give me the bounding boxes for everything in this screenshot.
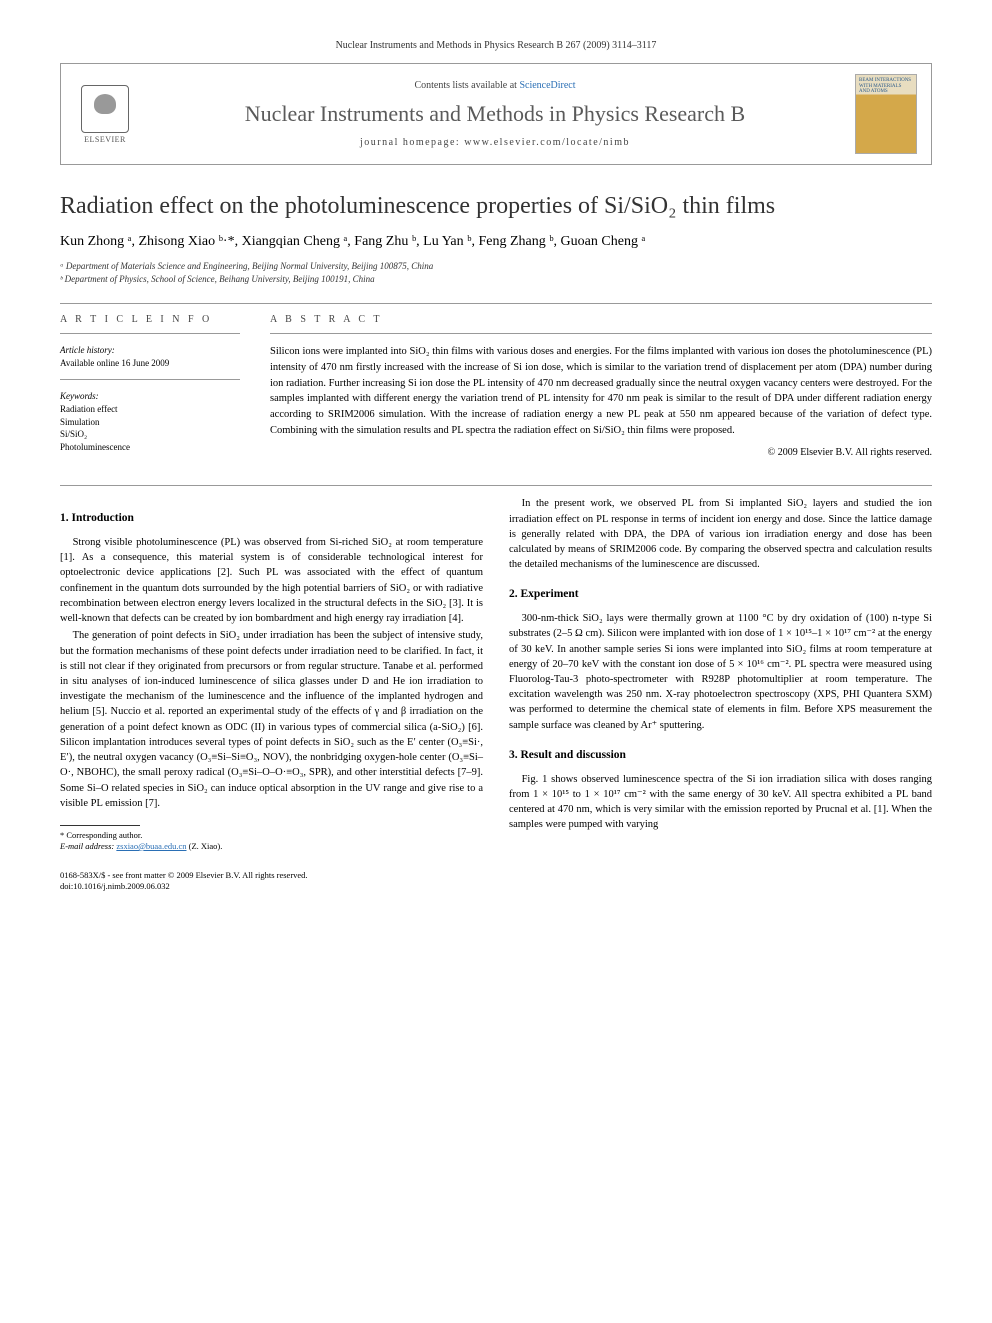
contents-available-line: Contents lists available at ScienceDirec…	[149, 80, 841, 91]
abstract-divider	[270, 333, 932, 334]
running-header: Nuclear Instruments and Methods in Physi…	[60, 40, 932, 51]
footnote-email-label: E-mail address:	[60, 841, 114, 851]
section-2-para-1: 300-nm-thick SiO₂ lays were thermally gr…	[509, 611, 932, 733]
contents-prefix: Contents lists available at	[414, 80, 519, 91]
publisher-logo: ELSEVIER	[75, 79, 135, 149]
affiliation-b: ᵇ Department of Physics, School of Scien…	[60, 273, 932, 286]
footer-issn: 0168-583X/$ - see front matter © 2009 El…	[60, 870, 483, 881]
article-body: 1. Introduction Strong visible photolumi…	[60, 496, 932, 892]
section-3-para-1: Fig. 1 shows observed luminescence spect…	[509, 772, 932, 833]
history-label: Article history:	[60, 344, 240, 357]
keyword-4: Photoluminescence	[60, 441, 240, 454]
journal-cover-thumbnail: BEAM INTERACTIONS WITH MATERIALS AND ATO…	[855, 74, 917, 154]
abstract-column: A B S T R A C T Silicon ions were implan…	[270, 314, 932, 463]
copyright-line: © 2009 Elsevier B.V. All rights reserved…	[270, 447, 932, 458]
article-title: Radiation effect on the photoluminescenc…	[60, 193, 932, 220]
keywords-label: Keywords:	[60, 390, 240, 403]
section-1-para-1: Strong visible photoluminescence (PL) wa…	[60, 535, 483, 626]
footer-issn-line: 0168-583X/$ - see front matter © 2009 El…	[60, 870, 483, 892]
article-info-column: A R T I C L E I N F O Article history: A…	[60, 314, 240, 463]
keyword-2: Simulation	[60, 416, 240, 429]
section-3-heading: 3. Result and discussion	[509, 747, 932, 764]
divider-bottom	[60, 485, 932, 486]
keyword-3: Si/SiO₂	[60, 428, 240, 441]
elsevier-tree-icon	[81, 85, 129, 133]
section-1-para-3: In the present work, we observed PL from…	[509, 496, 932, 572]
sciencedirect-link[interactable]: ScienceDirect	[519, 80, 575, 91]
info-divider-2	[60, 379, 240, 380]
keyword-1: Radiation effect	[60, 403, 240, 416]
section-1-para-2: The generation of point defects in SiO₂ …	[60, 628, 483, 811]
journal-header-box: ELSEVIER Contents lists available at Sci…	[60, 63, 932, 165]
affiliations: ᵃ Department of Materials Science and En…	[60, 260, 932, 285]
footnote-marker: * Corresponding author.	[60, 830, 483, 841]
affiliation-a: ᵃ Department of Materials Science and En…	[60, 260, 932, 273]
abstract-label: A B S T R A C T	[270, 314, 932, 325]
section-2-heading: 2. Experiment	[509, 586, 932, 603]
article-info-label: A R T I C L E I N F O	[60, 314, 240, 325]
abstract-text: Silicon ions were implanted into SiO₂ th…	[270, 344, 932, 439]
publisher-name: ELSEVIER	[84, 135, 126, 144]
info-divider-1	[60, 333, 240, 334]
author-list: Kun Zhong ᵃ, Zhisong Xiao ᵇ·*, Xiangqian…	[60, 234, 932, 250]
journal-title: Nuclear Instruments and Methods in Physi…	[149, 101, 841, 127]
footer-doi: doi:10.1016/j.nimb.2009.06.032	[60, 881, 483, 892]
info-abstract-row: A R T I C L E I N F O Article history: A…	[60, 314, 932, 463]
footnote-separator	[60, 825, 140, 826]
journal-center-block: Contents lists available at ScienceDirec…	[149, 80, 841, 148]
article-history: Article history: Available online 16 Jun…	[60, 344, 240, 369]
corresponding-author-footnote: * Corresponding author. E-mail address: …	[60, 830, 483, 852]
keywords-block: Keywords: Radiation effect Simulation Si…	[60, 390, 240, 453]
section-1-heading: 1. Introduction	[60, 510, 483, 527]
history-text: Available online 16 June 2009	[60, 357, 240, 370]
divider-top	[60, 303, 932, 304]
journal-homepage: journal homepage: www.elsevier.com/locat…	[149, 137, 841, 148]
footnote-email-name: (Z. Xiao).	[189, 841, 223, 851]
footnote-email-link[interactable]: zsxiao@buaa.edu.cn	[116, 841, 186, 851]
